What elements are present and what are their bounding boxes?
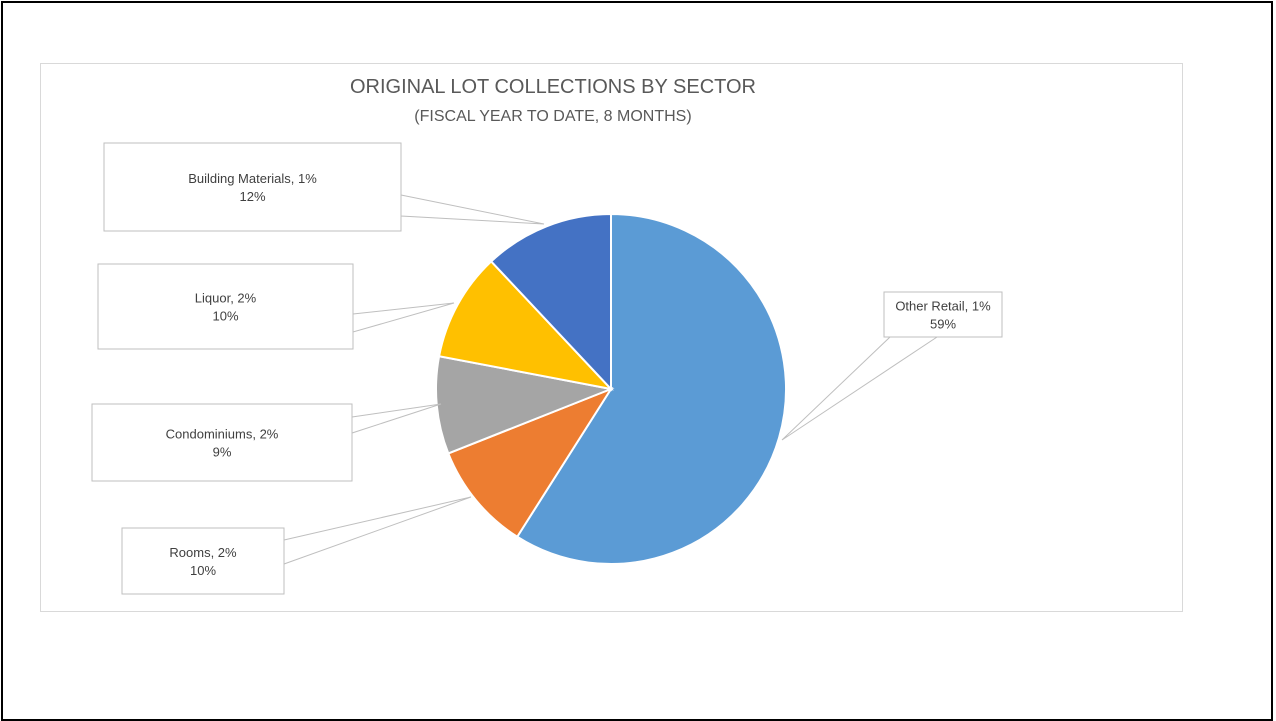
pie-slice-1 [515,212,787,565]
callout-leader-2 [283,496,472,565]
callout-leader-5 [400,194,545,225]
slice-category-label-4: Liquor, 2% [195,291,257,306]
callout-leader-4 [352,302,455,333]
pie-slice-5 [489,212,612,392]
callout-box-2 [121,527,285,595]
chart-subtitle: (FISCAL YEAR TO DATE, 8 MONTHS) [414,108,691,125]
slice-category-label-5: Building Materials, 1% [188,171,317,186]
pie-slices [435,212,787,565]
callout-box-3 [91,403,353,482]
slice-value-label-5: 12% [239,189,265,204]
callout-box-1 [883,291,1003,338]
pie-slice-2 [446,386,614,539]
callout-leader-3 [351,403,442,434]
slice-category-label-3: Condominiums, 2% [166,427,279,442]
slice-value-label-1: 59% [930,317,956,332]
slice-value-label-3: 9% [213,445,232,460]
slice-value-label-2: 10% [190,563,216,578]
chart-title: ORIGINAL LOT COLLECTIONS BY SECTOR [350,76,756,98]
callout-box-4 [97,263,354,350]
slice-category-label-2: Rooms, 2% [169,545,237,560]
callout-box-5 [103,142,402,232]
data-label-callouts: Other Retail, 1% 59% Rooms, 2% 10% Condomini… [91,142,1003,595]
callout-leader-1 [781,336,939,441]
pie-slice-4 [437,260,614,391]
slice-value-label-4: 10% [212,309,238,324]
slice-category-label-1: Other Retail, 1% [895,299,991,314]
